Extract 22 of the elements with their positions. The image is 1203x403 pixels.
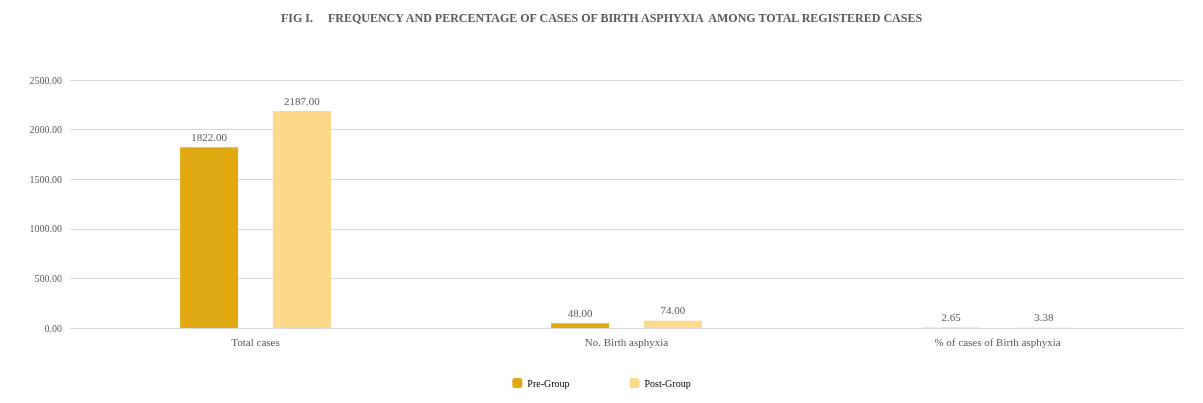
bar	[180, 147, 239, 328]
bar	[272, 111, 331, 328]
data-label: 2187.00	[284, 94, 321, 107]
y-tick-label: 500.00	[34, 272, 62, 284]
data-label: 3.38	[1034, 311, 1055, 324]
y-tick-label: 2000.00	[29, 124, 62, 136]
legend-label: Post-Group	[644, 377, 691, 389]
y-tick-label: 1000.00	[29, 223, 62, 235]
y-tick-label: 2500.00	[29, 74, 62, 86]
bar	[643, 320, 702, 328]
data-label: 1822.00	[191, 130, 228, 143]
y-tick-label: 1500.00	[29, 173, 62, 185]
x-tick-label: Total cases	[231, 335, 280, 348]
bar	[551, 323, 610, 328]
x-tick-label: % of cases of Birth asphyxia	[934, 335, 1061, 348]
y-tick-label: 0.00	[44, 322, 62, 334]
chart-title: FIG I. FREQUENCY AND PERCENTAGE OF CASES OF BIRTH ASPHYXIA AMONG TOTAL REGISTERED CASES	[280, 11, 923, 25]
x-tick-label: No. Birth asphyxia	[584, 335, 669, 348]
legend-label: Pre-Group	[527, 377, 570, 389]
data-label: 2.65	[941, 311, 962, 324]
data-label: 48.00	[567, 306, 593, 319]
data-label: 74.00	[660, 304, 686, 317]
